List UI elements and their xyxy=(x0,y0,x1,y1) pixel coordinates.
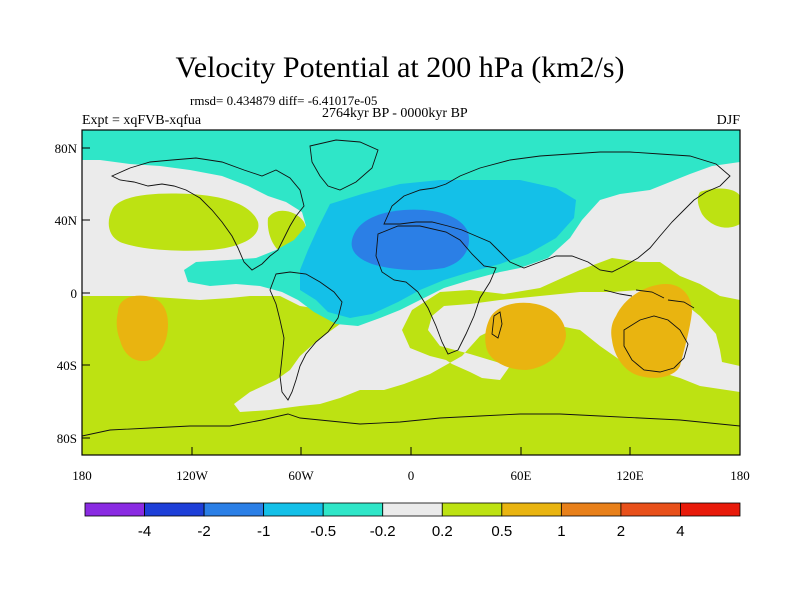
colorbar xyxy=(84,502,741,517)
lat-tick-0: 0 xyxy=(71,286,78,301)
lat-tick-40s: 40S xyxy=(57,358,77,373)
field-green-asia xyxy=(697,188,740,228)
season-label: DJF xyxy=(716,113,740,128)
colorbar-label-3: -0.5 xyxy=(310,523,336,540)
coastline-north-america xyxy=(110,157,305,271)
coastlines xyxy=(82,139,740,437)
lon-tick-60e: 60E xyxy=(511,468,532,483)
colorbar-box-5 xyxy=(382,502,443,517)
colorbar-label-9: 4 xyxy=(676,523,684,540)
colorbar-box-8 xyxy=(560,502,622,517)
coastline-greenland xyxy=(309,139,379,191)
plot-title: Velocity Potential at 200 hPa (km2/s) xyxy=(175,51,625,84)
coastline-madagascar xyxy=(491,311,503,339)
field-orange-africa xyxy=(485,302,566,370)
lat-tick-80n: 80N xyxy=(55,141,78,156)
lat-tick-80s: 80S xyxy=(57,431,77,446)
map-field xyxy=(82,130,740,455)
lon-tick-60w: 60W xyxy=(288,468,314,483)
lon-tick-180w: 180 xyxy=(72,468,92,483)
stats-label: rmsd= 0.434879 diff= -6.41017e-05 xyxy=(190,93,378,108)
experiment-label: Expt = xqFVB-xqfua xyxy=(82,113,202,128)
coastline-antarctica xyxy=(82,413,740,437)
colorbar-box-0 xyxy=(84,502,145,517)
colorbar-label-2: -1 xyxy=(257,523,270,540)
lon-tick-180e: 180 xyxy=(730,468,750,483)
colorbar-box-4 xyxy=(322,502,384,517)
colorbar-box-9 xyxy=(620,502,681,517)
colorbar-box-1 xyxy=(144,502,205,517)
field-orange-australia xyxy=(611,284,692,378)
colorbar-box-6 xyxy=(441,502,503,517)
colorbar-box-2 xyxy=(203,502,265,517)
colorbar-box-3 xyxy=(263,502,324,517)
lon-tick-120w: 120W xyxy=(176,468,209,483)
coastline-africa xyxy=(375,225,497,355)
lon-tick-0: 0 xyxy=(408,468,415,483)
colorbar-label-0: -4 xyxy=(138,523,151,540)
colorbar-box-10 xyxy=(680,502,741,517)
lat-tick-40n: 40N xyxy=(55,213,78,228)
period-label: 2764kyr BP - 0000kyr BP xyxy=(322,106,468,121)
coastline-indonesia xyxy=(603,289,695,309)
coastline-australia xyxy=(623,315,689,373)
axis-ticks xyxy=(82,147,631,455)
coastline-south-america xyxy=(269,271,343,401)
field-green-pacific xyxy=(108,193,259,251)
colorbar-label-4: -0.2 xyxy=(370,523,396,540)
colorbar-label-5: 0.2 xyxy=(432,523,453,540)
colorbar-label-6: 0.5 xyxy=(491,523,512,540)
field-blue xyxy=(351,209,469,271)
field-orange-pacific xyxy=(116,295,168,362)
colorbar-labels: -4 -2 -1 -0.5 -0.2 0.2 0.5 1 2 4 xyxy=(138,523,685,540)
colorbar-box-7 xyxy=(501,502,562,517)
colorbar-label-8: 2 xyxy=(617,523,625,540)
colorbar-label-1: -2 xyxy=(197,523,210,540)
colorbar-label-7: 1 xyxy=(557,523,565,540)
coastline-eurasia xyxy=(383,151,731,273)
lon-tick-120e: 120E xyxy=(616,468,644,483)
